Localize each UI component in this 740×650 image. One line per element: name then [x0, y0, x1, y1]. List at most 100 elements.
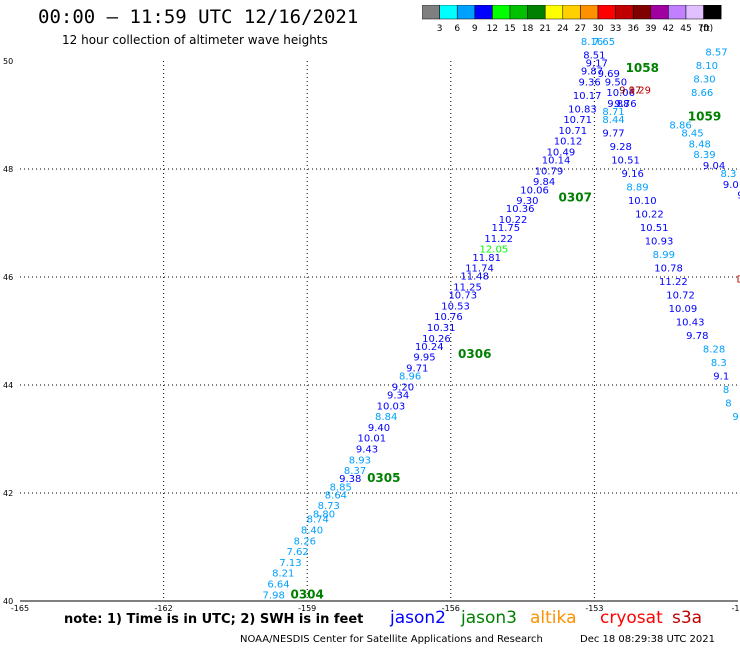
wave-height-point: 10.31: [427, 323, 456, 334]
wave-height-point: 9.71: [406, 364, 428, 375]
wave-height-point: 9.77: [602, 129, 624, 140]
wave-height-point: 10.53: [441, 301, 470, 312]
color-bin-label: 36: [627, 24, 639, 34]
wave-height-point: 9.17: [619, 85, 641, 96]
wave-height-point: 8.99: [653, 250, 675, 261]
legend-jason3: jason3: [461, 608, 517, 628]
wave-height-point: 10.43: [676, 318, 705, 329]
color-bin-label: 21: [539, 24, 550, 34]
legend-cryosat: cryosat: [600, 608, 663, 628]
wave-height-point: 8: [725, 399, 731, 410]
wave-height-point: 9.36: [578, 77, 600, 88]
wave-height-point: 9.69: [598, 69, 620, 80]
color-bin-label: 33: [610, 24, 621, 34]
wave-height-point: 8.80: [313, 509, 335, 520]
wave-height-point: 9: [737, 191, 740, 202]
wave-height-point: 10.51: [640, 223, 669, 234]
wave-height-point: 9.34: [387, 391, 409, 402]
color-bin-label: 3: [437, 24, 443, 34]
wave-height-point: 9.95: [413, 353, 435, 364]
wave-height-point: 10.79: [535, 166, 564, 177]
wave-height-point: 10.78: [654, 264, 683, 275]
wave-height-point: 9.17: [586, 58, 608, 69]
wave-height-point: 7.62: [286, 547, 308, 558]
wave-height-point: 8.93: [349, 455, 371, 466]
x-tick-label: -15: [731, 604, 740, 613]
wave-height-point: 8.26: [294, 536, 316, 547]
x-tick-label: -156: [442, 604, 460, 613]
wave-height-point: 9.78: [686, 331, 708, 342]
x-tick-label: -165: [11, 604, 29, 613]
wave-height-point: 8.37: [344, 466, 366, 477]
color-unit-label: (ft): [700, 24, 714, 34]
x-tick-label: -159: [298, 604, 316, 613]
wave-height-point: 8.48: [689, 139, 711, 150]
wave-height-point: 9.88: [607, 99, 629, 110]
wave-height-point: 10.71: [563, 115, 592, 126]
wave-height-point: 8.10: [696, 61, 718, 72]
wave-height-point: 11.22: [484, 234, 513, 245]
wave-height-point: 11.22: [659, 277, 688, 288]
wave-height-point: 10.71: [559, 126, 588, 137]
wave-height-point: 10.12: [554, 137, 583, 148]
wave-height-point: 10.09: [669, 304, 698, 315]
color-scale-bar: 3 6 9 12 15 18 21 24 27 30 33 36 39 42 45 70(ft): [422, 5, 722, 34]
wave-height-point: 9.50: [605, 77, 627, 88]
pass-time-label: 1059: [688, 109, 721, 123]
wave-height-point: 8.85: [330, 482, 352, 493]
color-bin-label: 39: [645, 24, 657, 34]
wave-height-point: 11.25: [453, 283, 482, 294]
wave-height-point: 10.01: [357, 434, 386, 445]
wave-height-point: 8.3: [720, 169, 736, 180]
wave-height-point: 9.38: [339, 474, 361, 485]
wave-height-point: 8.16: [581, 37, 603, 48]
credit-line: NOAA/NESDIS Center for Satellite Applica…: [240, 634, 543, 645]
color-bin-label: 42: [663, 24, 674, 34]
wave-height-point: 10.14: [542, 156, 571, 167]
wave-height-point: 11.48: [460, 272, 489, 283]
wave-height-point: 9.30: [516, 196, 538, 207]
wave-height-point: 10.72: [666, 291, 695, 302]
wave-height-point: 9.0: [723, 180, 739, 191]
pass-time-label: 0304: [290, 587, 323, 601]
wave-height-point: 8: [723, 385, 729, 396]
wave-height-point: 10.24: [415, 342, 444, 353]
y-tick-label: 42: [3, 489, 13, 498]
wave-height-point: 8.30: [693, 75, 715, 86]
wave-height-point: 10.06: [520, 185, 549, 196]
y-tick-label: 40: [3, 597, 13, 606]
color-bin-label: 70: [698, 24, 710, 34]
wave-height-point: 10.73: [448, 291, 477, 302]
wave-height-point: 9: [732, 412, 738, 423]
wave-height-point: 8.28: [703, 345, 725, 356]
wave-height-point: 9.28: [610, 142, 632, 153]
legend-s3a: s3a: [672, 608, 703, 628]
wave-height-point: 9.84: [533, 177, 555, 188]
wave-height-point: 10.49: [547, 148, 576, 159]
wave-height-point: 11.81: [472, 253, 501, 264]
wave-height-point: 11.74: [465, 264, 494, 275]
wave-height-point: 8.84: [375, 412, 397, 423]
wave-height-point: 12.05: [480, 245, 509, 256]
wave-height-point: 8.39: [693, 150, 715, 161]
wave-height-point: 8.96: [399, 372, 421, 383]
x-tick-label: -162: [155, 604, 173, 613]
color-bin-label: 12: [487, 24, 498, 34]
wave-height-point: 8.3: [711, 358, 727, 369]
wave-height-point: 10.22: [635, 210, 664, 221]
wave-height-point: 9.20: [392, 382, 414, 393]
wave-height-point: 9.16: [622, 169, 644, 180]
color-bin-label: 24: [557, 24, 569, 34]
wave-height-point: D: [737, 274, 740, 285]
wave-height-point: 10.93: [645, 237, 674, 248]
wave-height-point: 7.13: [279, 558, 301, 569]
wave-height-point: 9.43: [356, 445, 378, 456]
wave-height-point: 8.45: [681, 129, 703, 140]
wave-height-point: 8.51: [583, 50, 605, 61]
wave-height-point: 10.36: [506, 204, 535, 215]
color-bin: [703, 5, 722, 20]
wave-height-point: 8.64: [325, 490, 347, 501]
wave-height-point: 8.89: [626, 183, 648, 194]
units-note: note: 1) Time is in UTC; 2) SWH is in fe…: [64, 612, 364, 627]
